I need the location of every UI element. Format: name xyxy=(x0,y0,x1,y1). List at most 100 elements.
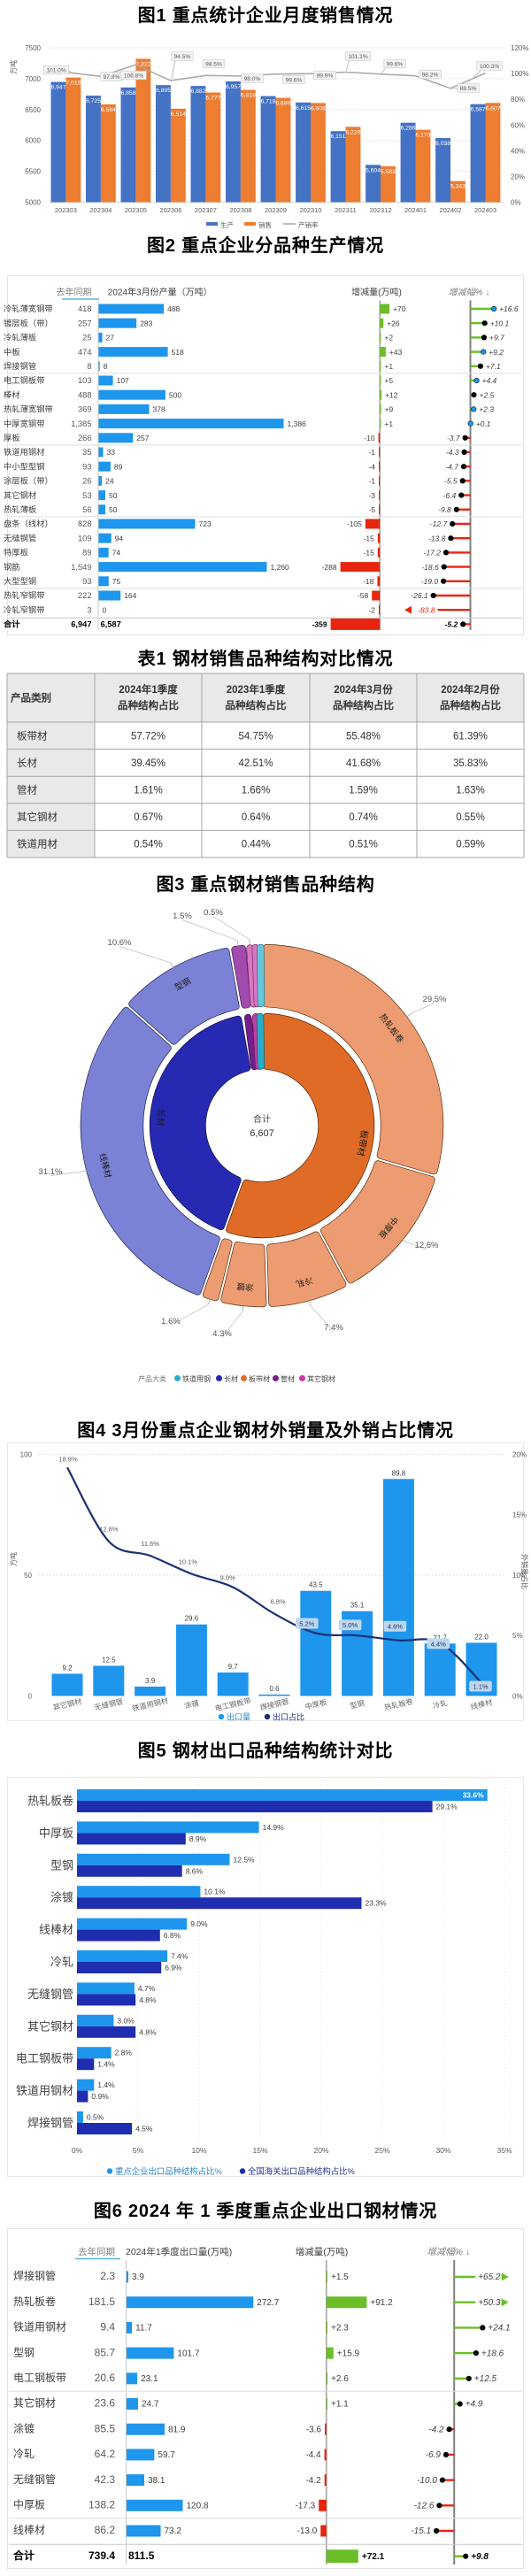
svg-text:5,604: 5,604 xyxy=(366,167,381,173)
svg-text:202307: 202307 xyxy=(195,206,217,214)
svg-text:盘条（线材）: 盘条（线材） xyxy=(4,519,53,528)
svg-text:-288: -288 xyxy=(322,563,337,572)
svg-text:6,151: 6,151 xyxy=(330,134,345,140)
svg-text:0.5%: 0.5% xyxy=(87,2113,104,2122)
svg-text:0.51%: 0.51% xyxy=(349,840,378,850)
svg-text:20%: 20% xyxy=(511,173,525,181)
svg-text:57.72%: 57.72% xyxy=(131,731,165,742)
svg-text:1,260: 1,260 xyxy=(271,563,290,572)
svg-text:723: 723 xyxy=(199,519,212,528)
svg-text:+2.3: +2.3 xyxy=(331,2324,349,2334)
svg-text:+10.1: +10.1 xyxy=(490,319,510,327)
svg-text:钢筋: 钢筋 xyxy=(4,562,20,572)
svg-text:-15.1: -15.1 xyxy=(411,2526,431,2536)
svg-text:5500: 5500 xyxy=(25,168,41,176)
svg-text:1.59%: 1.59% xyxy=(349,786,378,796)
svg-text:42.3: 42.3 xyxy=(95,2473,116,2486)
svg-text:0.55%: 0.55% xyxy=(456,812,485,823)
svg-text:7500: 7500 xyxy=(25,44,41,52)
svg-text:铁道用钢: 铁道用钢 xyxy=(182,1374,211,1383)
svg-text:64.2: 64.2 xyxy=(95,2448,116,2460)
svg-text:7.4%: 7.4% xyxy=(171,1952,189,1961)
svg-text:线棒材: 线棒材 xyxy=(39,1923,73,1936)
svg-text:0.44%: 0.44% xyxy=(242,840,271,850)
svg-text:73.2: 73.2 xyxy=(165,2526,182,2536)
svg-text:大型型钢: 大型型钢 xyxy=(4,576,36,586)
svg-text:2023年1季度: 2023年1季度 xyxy=(227,683,286,696)
svg-text:6,819: 6,819 xyxy=(241,93,256,99)
svg-text:无缝钢管: 无缝钢管 xyxy=(4,533,36,542)
svg-text:93: 93 xyxy=(82,577,91,586)
svg-text:24: 24 xyxy=(105,477,114,486)
svg-text:8: 8 xyxy=(104,362,108,371)
svg-text:图5 钢材出口品种结构统计对比: 图5 钢材出口品种结构统计对比 xyxy=(138,1740,394,1761)
svg-text:8.6%: 8.6% xyxy=(186,1866,204,1875)
svg-text:7.4%: 7.4% xyxy=(324,1323,343,1333)
svg-text:6.8%: 6.8% xyxy=(270,1598,285,1606)
svg-text:+1: +1 xyxy=(384,419,393,428)
svg-text:9.0%: 9.0% xyxy=(220,1574,235,1582)
svg-text:出口占比: 出口占比 xyxy=(273,1712,304,1722)
svg-text:板带材: 板带材 xyxy=(17,729,48,742)
svg-text:56: 56 xyxy=(82,505,91,514)
svg-text:+2.3: +2.3 xyxy=(479,405,494,414)
svg-text:828: 828 xyxy=(78,519,92,528)
svg-text:222: 222 xyxy=(78,591,92,600)
svg-text:+9.2: +9.2 xyxy=(489,348,504,357)
svg-text:线棒材: 线棒材 xyxy=(13,2524,45,2536)
svg-text:3.9: 3.9 xyxy=(132,2272,144,2282)
svg-text:+16.6: +16.6 xyxy=(499,304,519,313)
svg-text:1.66%: 1.66% xyxy=(242,786,271,796)
svg-text:+9: +9 xyxy=(385,405,394,414)
svg-text:4.7%: 4.7% xyxy=(138,1984,156,1993)
svg-text:增减量(万吨): 增减量(万吨) xyxy=(351,287,402,298)
svg-text:图3 重点钢材销售品种结构: 图3 重点钢材销售品种结构 xyxy=(156,873,374,895)
svg-text:10.6%: 10.6% xyxy=(108,938,132,948)
svg-text:38.1: 38.1 xyxy=(148,2476,165,2486)
svg-text:-6.9: -6.9 xyxy=(426,2450,442,2460)
svg-text:其它钢材: 其它钢材 xyxy=(307,1374,335,1383)
svg-text:其它钢材: 其它钢材 xyxy=(13,2396,56,2410)
svg-text:29.1%: 29.1% xyxy=(436,1803,458,1811)
svg-text:202309: 202309 xyxy=(265,206,287,214)
svg-text:-17.3: -17.3 xyxy=(295,2502,315,2511)
svg-text:去年同期: 去年同期 xyxy=(78,2246,115,2257)
svg-text:管材: 管材 xyxy=(281,1374,295,1383)
svg-text:销售: 销售 xyxy=(258,220,272,229)
svg-text:55.48%: 55.48% xyxy=(346,731,381,742)
svg-text:+4.4: +4.4 xyxy=(482,376,497,385)
svg-text:35.1: 35.1 xyxy=(350,1602,365,1610)
svg-text:0.67%: 0.67% xyxy=(134,812,163,823)
svg-text:0.59%: 0.59% xyxy=(456,840,485,850)
svg-text:0%: 0% xyxy=(512,1693,523,1701)
svg-text:202305: 202305 xyxy=(125,206,147,214)
svg-text:3.0%: 3.0% xyxy=(117,2016,135,2025)
svg-text:冷轧薄板: 冷轧薄板 xyxy=(4,333,36,342)
svg-text:1.6%: 1.6% xyxy=(161,1317,181,1326)
svg-text:40%: 40% xyxy=(511,147,525,155)
svg-text:2024年2月份: 2024年2月份 xyxy=(441,683,500,696)
svg-text:镀层板（带）: 镀层板（带） xyxy=(4,318,53,327)
svg-text:铁道用材: 铁道用材 xyxy=(17,838,58,850)
svg-text:35: 35 xyxy=(82,448,91,457)
svg-text:铁道用钢材: 铁道用钢材 xyxy=(16,2084,73,2097)
svg-text:101.1%: 101.1% xyxy=(348,54,368,60)
svg-text:24.7: 24.7 xyxy=(142,2400,159,2410)
svg-text:2024年3月份: 2024年3月份 xyxy=(334,683,393,696)
svg-text:10.1%: 10.1% xyxy=(179,1558,198,1566)
svg-text:型钢: 型钢 xyxy=(349,1698,365,1710)
svg-text:电工钢板带: 电工钢板带 xyxy=(16,2052,73,2065)
svg-text:图6 2024 年 1 季度重点企业出口钢材情况: 图6 2024 年 1 季度重点企业出口钢材情况 xyxy=(94,2200,437,2221)
svg-text:-3.6: -3.6 xyxy=(306,2425,322,2434)
svg-text:品种结构占比: 品种结构占比 xyxy=(226,699,287,711)
svg-text:60%: 60% xyxy=(511,121,525,129)
svg-text:合计: 合计 xyxy=(13,2549,35,2562)
svg-text:冷轧窄钢带: 冷轧窄钢带 xyxy=(4,604,45,614)
svg-text:-4.2: -4.2 xyxy=(305,2476,321,2486)
svg-text:8.9%: 8.9% xyxy=(189,1834,207,1843)
svg-text:202312: 202312 xyxy=(369,206,391,214)
svg-text:14.9%: 14.9% xyxy=(263,1823,285,1832)
svg-text:冷轧: 冷轧 xyxy=(50,1956,73,1969)
svg-text:2.3: 2.3 xyxy=(100,2270,115,2282)
svg-text:-15: -15 xyxy=(364,549,375,557)
